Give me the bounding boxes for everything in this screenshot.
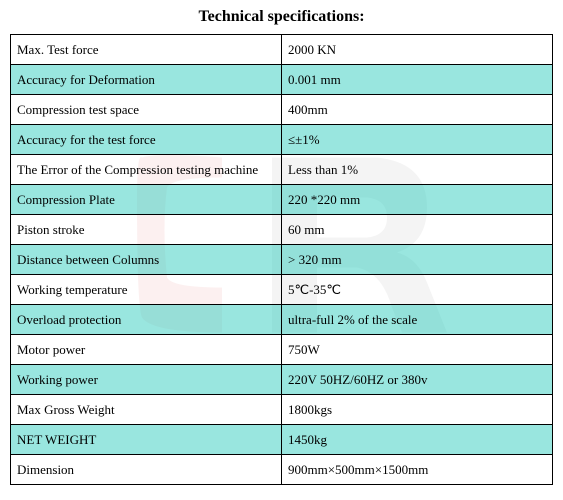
table-row: Accuracy for the test force≤±1% <box>11 125 553 155</box>
spec-label: Max Gross Weight <box>11 395 282 425</box>
spec-value: 5℃-35℃ <box>282 275 553 305</box>
spec-label: Accuracy for the test force <box>11 125 282 155</box>
table-row: Piston stroke60 mm <box>11 215 553 245</box>
table-row: Distance between Columns> 320 mm <box>11 245 553 275</box>
table-row: NET WEIGHT1450kg <box>11 425 553 455</box>
table-row: Max. Test force2000 KN <box>11 35 553 65</box>
spec-value: 1800kgs <box>282 395 553 425</box>
spec-label: Compression test space <box>11 95 282 125</box>
spec-value: 0.001 mm <box>282 65 553 95</box>
spec-label: Dimension <box>11 455 282 485</box>
table-row: Max Gross Weight1800kgs <box>11 395 553 425</box>
table-row: Working power220V 50HZ/60HZ or 380v <box>11 365 553 395</box>
table-row: Compression test space400mm <box>11 95 553 125</box>
spec-label: Piston stroke <box>11 215 282 245</box>
spec-value: ≤±1% <box>282 125 553 155</box>
spec-value: 220V 50HZ/60HZ or 380v <box>282 365 553 395</box>
spec-value: 220 *220 mm <box>282 185 553 215</box>
table-row: Working temperature5℃-35℃ <box>11 275 553 305</box>
spec-value: Less than 1% <box>282 155 553 185</box>
spec-value: 400mm <box>282 95 553 125</box>
spec-value: 60 mm <box>282 215 553 245</box>
spec-label: Motor power <box>11 335 282 365</box>
page-title: Technical specifications: <box>10 8 553 26</box>
table-row: Compression Plate220 *220 mm <box>11 185 553 215</box>
spec-label: NET WEIGHT <box>11 425 282 455</box>
spec-label: Compression Plate <box>11 185 282 215</box>
spec-label: Working temperature <box>11 275 282 305</box>
spec-label: Distance between Columns <box>11 245 282 275</box>
table-row: Overload protectionultra-full 2% of the … <box>11 305 553 335</box>
table-row: Motor power750W <box>11 335 553 365</box>
spec-label: Max. Test force <box>11 35 282 65</box>
spec-label: The Error of the Compression testing mac… <box>11 155 282 185</box>
spec-value: 900mm×500mm×1500mm <box>282 455 553 485</box>
spec-value: 2000 KN <box>282 35 553 65</box>
spec-label: Overload protection <box>11 305 282 335</box>
specs-table: Max. Test force2000 KNAccuracy for Defor… <box>10 34 553 485</box>
spec-label: Working power <box>11 365 282 395</box>
table-row: Dimension900mm×500mm×1500mm <box>11 455 553 485</box>
spec-label: Accuracy for Deformation <box>11 65 282 95</box>
table-row: The Error of the Compression testing mac… <box>11 155 553 185</box>
table-row: Accuracy for Deformation0.001 mm <box>11 65 553 95</box>
spec-value: ultra-full 2% of the scale <box>282 305 553 335</box>
spec-value: 1450kg <box>282 425 553 455</box>
spec-value: 750W <box>282 335 553 365</box>
spec-value: > 320 mm <box>282 245 553 275</box>
